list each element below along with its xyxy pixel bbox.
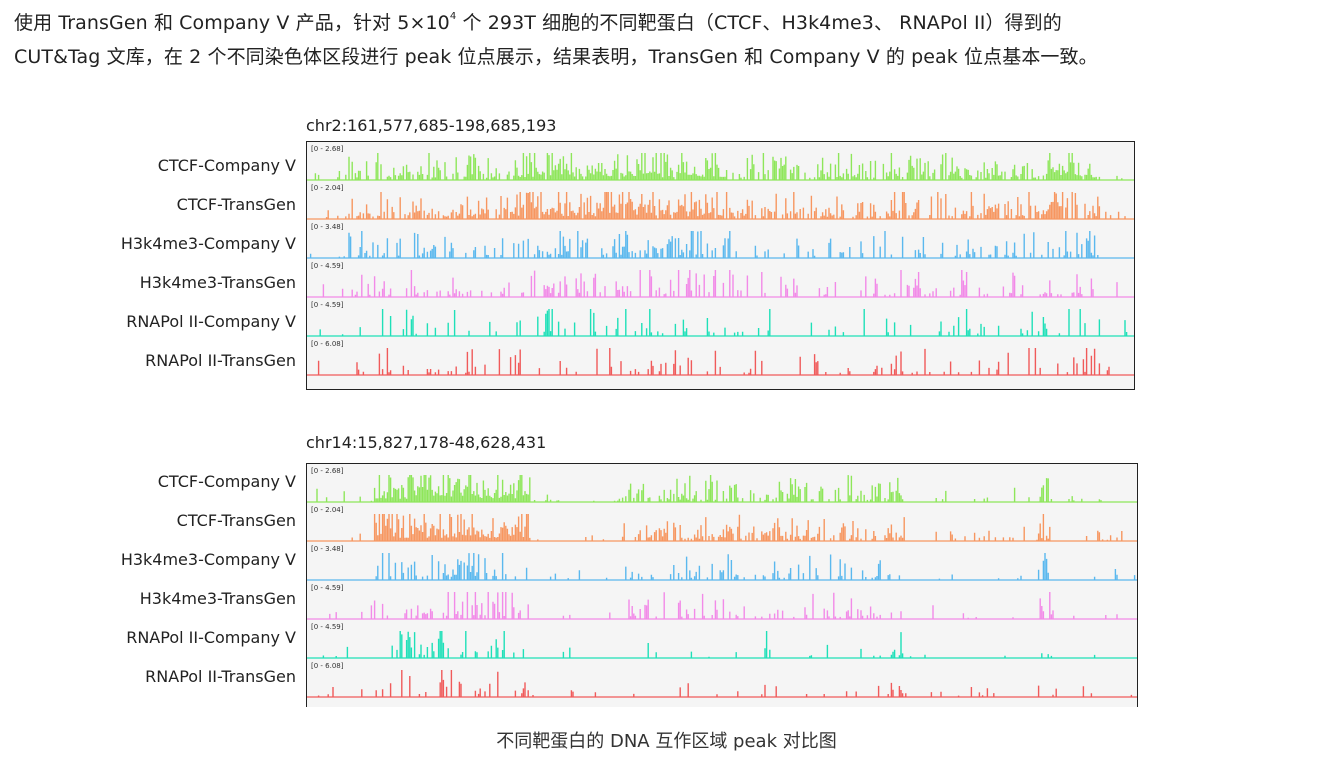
signal-track: [0 - 4.59] xyxy=(307,262,1134,298)
track-range-label: [0 - 4.59] xyxy=(311,262,344,270)
track-range-label: [0 - 4.59] xyxy=(311,623,344,631)
panel-2-track-label: CTCF-TransGen xyxy=(176,511,296,530)
panel-2-region-title: chr14:15,827,178-48,628,431 xyxy=(306,433,547,452)
track-range-label: [0 - 2.68] xyxy=(311,467,344,475)
signal-track: [0 - 4.59] xyxy=(307,623,1137,659)
track-range-label: [0 - 3.48] xyxy=(311,545,344,553)
signal-track: [0 - 3.48] xyxy=(307,545,1137,581)
panel-2-track-label: RNAPol II-Company V xyxy=(126,628,296,647)
panel-1-track-label: H3k4me3-Company V xyxy=(120,234,296,253)
figure-caption: 不同靶蛋白的 DNA 互作区域 peak 对比图 xyxy=(496,731,837,752)
signal-track: [0 - 3.48] xyxy=(307,223,1134,259)
signal-track: [0 - 6.08] xyxy=(307,662,1137,698)
track-peaks xyxy=(322,631,1096,658)
panel-1-track-label: CTCF-TransGen xyxy=(176,195,296,214)
panel-1-track-label: CTCF-Company V xyxy=(157,156,296,175)
track-range-label: [0 - 4.59] xyxy=(311,584,344,592)
signal-track: [0 - 2.68] xyxy=(307,145,1134,181)
track-peaks xyxy=(325,192,1126,219)
panel-2-track-label: CTCF-Company V xyxy=(157,472,296,491)
panel-2-track-frame: [0 - 2.68] [0 - 2.04] [0 - 3.48] [0 - 4.59]… xyxy=(306,463,1138,707)
intro-paragraph: 使用 TransGen 和 Company V 产品，针对 5×104 个 29… xyxy=(14,6,1319,74)
panel-2-tracks-svg: [0 - 2.68] [0 - 2.04] [0 - 3.48] [0 - 4.59]… xyxy=(307,467,1137,698)
signal-track: [0 - 2.68] xyxy=(307,467,1137,503)
panel-2-track-label: H3k4me3-Company V xyxy=(120,550,296,569)
signal-track: [0 - 6.08] xyxy=(307,340,1134,376)
intro-exponent: 4 xyxy=(449,11,457,22)
track-peaks xyxy=(317,670,1133,697)
intro-line1-suffix: 个 293T 细胞的不同靶蛋白（CTCF、H3k4me3、 RNAPol II）… xyxy=(456,12,1062,34)
signal-track: [0 - 2.04] xyxy=(307,184,1134,220)
intro-line-1: 使用 TransGen 和 Company V 产品，针对 5×104 个 29… xyxy=(14,6,1319,40)
track-peaks xyxy=(329,592,1118,619)
track-peaks xyxy=(322,270,1118,297)
track-range-label: [0 - 2.04] xyxy=(311,506,344,514)
track-range-label: [0 - 4.59] xyxy=(311,301,344,309)
track-peaks xyxy=(317,348,1110,375)
track-peaks xyxy=(316,475,1102,502)
panel-1-track-label: RNAPol II-Company V xyxy=(126,312,296,331)
track-peaks xyxy=(375,553,1136,580)
track-range-label: [0 - 6.08] xyxy=(311,340,344,348)
track-range-label: [0 - 6.08] xyxy=(311,662,344,670)
track-range-label: [0 - 2.68] xyxy=(311,145,344,153)
track-range-label: [0 - 3.48] xyxy=(311,223,344,231)
track-peaks xyxy=(309,231,1099,258)
panel-1-track-label: H3k4me3-TransGen xyxy=(139,273,296,292)
signal-track: [0 - 4.59] xyxy=(307,584,1137,620)
panel-1-track-frame: [0 - 2.68] [0 - 2.04] [0 - 3.48] [0 - 4.59]… xyxy=(306,141,1135,390)
track-peaks xyxy=(314,153,1123,180)
signal-track: [0 - 2.04] xyxy=(307,506,1137,542)
intro-line-2: CUT&Tag 文库，在 2 个不同染色体区段进行 peak 位点展示，结果表明… xyxy=(14,46,1098,68)
panel-1-region-title: chr2:161,577,685-198,685,193 xyxy=(306,116,557,135)
panel-1-track-label: RNAPol II-TransGen xyxy=(145,351,296,370)
panel-2-track-label: RNAPol II-TransGen xyxy=(145,667,296,686)
track-peaks xyxy=(319,309,1128,336)
track-peaks xyxy=(351,514,1123,541)
track-range-label: [0 - 2.04] xyxy=(311,184,344,192)
panel-2-track-label: H3k4me3-TransGen xyxy=(139,589,296,608)
intro-line1-prefix: 使用 TransGen 和 Company V 产品，针对 5×10 xyxy=(14,12,450,34)
signal-track: [0 - 4.59] xyxy=(307,301,1134,337)
panel-1-tracks-svg: [0 - 2.68] [0 - 2.04] [0 - 3.48] [0 - 4.59]… xyxy=(307,145,1134,376)
